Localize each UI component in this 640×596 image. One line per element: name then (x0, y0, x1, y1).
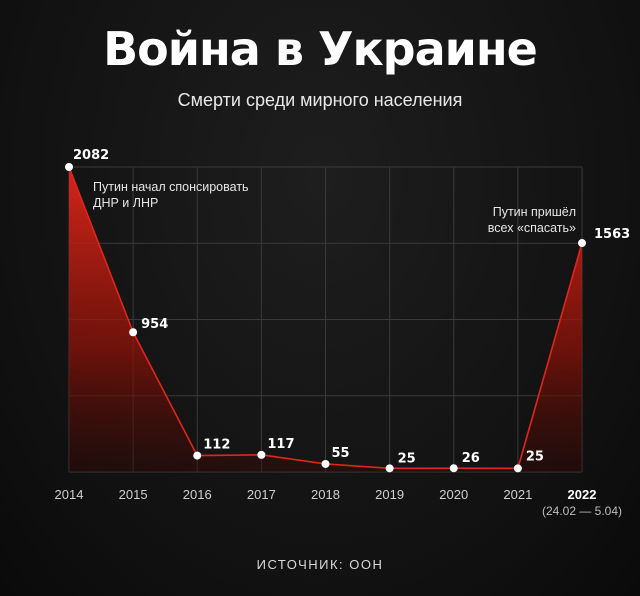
data-labels: 2082 954 112 117 55 25 26 25 1563 (73, 148, 630, 466)
x-axis: 2014 2015 2016 2017 2018 2019 2020 2021 2022 (24.… (55, 487, 622, 518)
x-tick-label: 2017 (247, 487, 276, 502)
annotation-text: Путин пришёл (493, 205, 576, 219)
data-label: 55 (332, 446, 350, 461)
data-point (513, 464, 522, 473)
data-label: 117 (267, 437, 294, 452)
data-label: 2082 (73, 148, 109, 163)
data-label: 1563 (594, 227, 630, 242)
x-tick-label: 2021 (503, 487, 532, 502)
data-point (385, 464, 394, 473)
x-tick-label: 2019 (375, 487, 404, 502)
data-point (65, 163, 73, 171)
data-label: 25 (398, 451, 416, 466)
source-note: ИСТОЧНИК: ООН (256, 557, 384, 572)
data-label: 26 (462, 451, 480, 466)
x-tick-label: 2022 (568, 487, 597, 502)
area-fill (69, 167, 582, 472)
data-label: 954 (141, 317, 168, 332)
data-label: 112 (203, 438, 230, 453)
data-point (321, 459, 330, 468)
page-title: Война в Украине (103, 22, 538, 76)
x-tick-label: 2018 (311, 487, 340, 502)
data-points (65, 163, 586, 473)
x-tick-sublabel: (24.02 — 5.04) (542, 504, 622, 518)
data-point (129, 328, 138, 337)
page-subtitle: Смерти среди мирного населения (177, 90, 463, 110)
data-point (449, 464, 458, 473)
x-tick-label: 2014 (55, 487, 84, 502)
annotation-text: Путин начал спонсировать (93, 180, 249, 194)
data-point (578, 239, 586, 248)
annotation-text: всех «спасать» (488, 221, 576, 235)
x-tick-label: 2015 (119, 487, 148, 502)
x-tick-label: 2020 (439, 487, 468, 502)
data-point (257, 450, 266, 459)
data-label: 25 (526, 449, 544, 464)
x-tick-label: 2016 (183, 487, 212, 502)
data-point (193, 451, 202, 460)
area-path (69, 167, 582, 472)
annotations: Путин начал спонсировать ДНР и ЛНР Путин п… (93, 180, 576, 235)
annotation-text: ДНР и ЛНР (93, 196, 158, 210)
